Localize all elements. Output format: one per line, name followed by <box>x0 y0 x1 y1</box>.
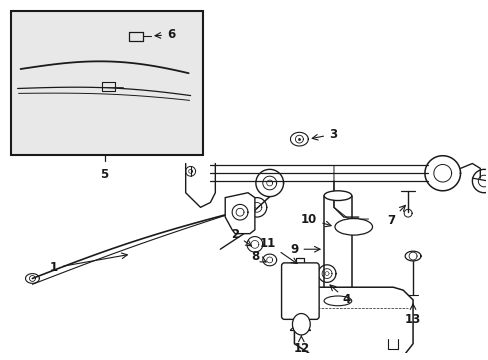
Ellipse shape <box>334 219 372 235</box>
Text: 11: 11 <box>259 237 296 264</box>
Text: 12: 12 <box>293 336 309 355</box>
Text: 6: 6 <box>155 28 175 41</box>
Ellipse shape <box>324 191 351 201</box>
Polygon shape <box>294 287 412 356</box>
Text: 10: 10 <box>301 212 330 227</box>
Polygon shape <box>225 193 254 234</box>
Text: 5: 5 <box>100 168 108 181</box>
Ellipse shape <box>324 296 351 306</box>
Text: 13: 13 <box>404 304 420 325</box>
Text: 1: 1 <box>50 253 127 274</box>
Text: 2: 2 <box>230 228 251 246</box>
Text: 4: 4 <box>329 285 350 306</box>
Text: 9: 9 <box>290 243 320 256</box>
Text: 7: 7 <box>386 205 405 226</box>
Ellipse shape <box>292 314 309 335</box>
FancyBboxPatch shape <box>11 10 203 155</box>
FancyBboxPatch shape <box>281 263 319 319</box>
Text: 8: 8 <box>250 249 265 262</box>
Text: 3: 3 <box>311 128 336 141</box>
